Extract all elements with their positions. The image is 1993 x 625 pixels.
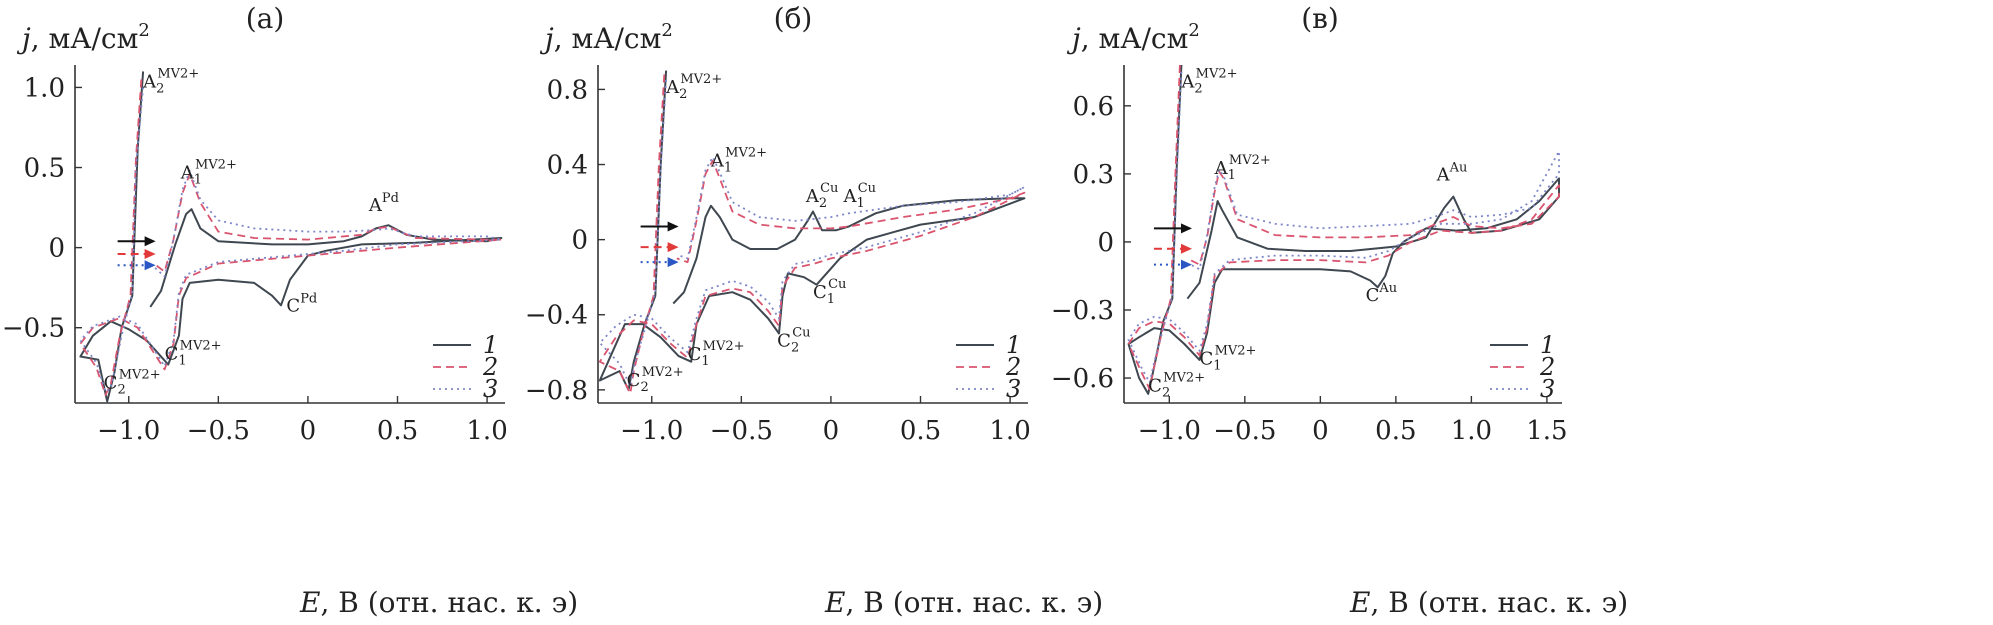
- y-tick-label: 0.6: [1073, 92, 1114, 122]
- y-tick-label: −0.4: [525, 301, 588, 331]
- peak-annotation: C1MV2+: [688, 339, 745, 369]
- series-3-line: [79, 87, 503, 393]
- series-2-line: [79, 79, 503, 396]
- x-tick-label: 0: [300, 416, 317, 446]
- x-tick-label: 1.5: [1526, 416, 1567, 446]
- series-2-line: [1127, 64, 1560, 391]
- legend-label: 3: [1006, 375, 1021, 403]
- x-tick-label: 0.5: [1375, 416, 1416, 446]
- series-1-line: [598, 70, 1026, 391]
- arrow-head-icon: [144, 260, 156, 271]
- y-tick-label: 0.4: [547, 151, 588, 181]
- peak-annotation: A2MV2+: [142, 66, 199, 96]
- peak-annotation: C1MV2+: [165, 339, 222, 369]
- x-tick-label: 0.5: [377, 416, 418, 446]
- peak-annotation: A1MV2+: [710, 145, 767, 175]
- series-1-line: [79, 71, 503, 403]
- x-tick-label: −0.5: [187, 416, 250, 446]
- legend-label: 1: [1006, 331, 1021, 359]
- panel-label: (б): [774, 2, 813, 35]
- x-axis-title: E, В (отн. нас. к. э): [1349, 586, 1628, 619]
- x-axis-title: E, В (отн. нас. к. э): [824, 586, 1103, 619]
- peak-annotation: CPd: [286, 292, 317, 317]
- peak-annotation: C2MV2+: [1148, 371, 1205, 401]
- x-tick-label: −1.0: [1138, 416, 1201, 446]
- y-tick-label: −0.6: [1051, 364, 1114, 394]
- legend-label: 2: [1005, 353, 1021, 381]
- y-axis-title: j, мА/см2: [539, 20, 673, 55]
- peak-annotation: CAu: [1366, 281, 1398, 306]
- legend-label: 1: [1540, 331, 1555, 359]
- peak-annotation: A1Cu: [842, 181, 876, 211]
- peak-annotation: C2MV2+: [627, 365, 684, 395]
- arrow-head-icon: [144, 249, 156, 260]
- x-tick-label: −0.5: [1213, 416, 1276, 446]
- panel-c: −1.0 −0.5 0 0.5 1.0 1.5 −0.6 −0.3 0 0.3 0.6 j, мА/с…: [1051, 2, 1628, 619]
- y-tick-label: 0: [1097, 228, 1114, 258]
- x-tick-label: −1.0: [620, 416, 683, 446]
- x-tick-label: −0.5: [710, 416, 773, 446]
- arrow-head-icon: [144, 236, 156, 247]
- x-tick-label: 1.0: [989, 416, 1030, 446]
- peak-annotation: APd: [368, 191, 399, 216]
- peak-annotation: AAu: [1436, 161, 1468, 186]
- arrow-head-icon: [1180, 223, 1192, 234]
- x-tick-label: 0.5: [900, 416, 941, 446]
- series-2-line: [598, 74, 1026, 395]
- peak-annotation: A1MV2+: [1214, 153, 1271, 183]
- x-tick-label: −1.0: [97, 416, 160, 446]
- y-tick-label: 1.0: [24, 73, 65, 103]
- y-tick-label: −0.5: [2, 314, 65, 344]
- x-axis-title: E, В (отн. нас. к. э): [299, 586, 578, 619]
- peak-annotation: A2MV2+: [1180, 67, 1237, 97]
- y-tick-label: 0: [571, 226, 588, 256]
- peak-annotation: C2Cu: [777, 326, 810, 356]
- peak-annotation: A1MV2+: [180, 158, 237, 188]
- legend-label: 3: [483, 375, 498, 403]
- series-1-line: [1127, 64, 1560, 395]
- y-tick-label: 0.5: [24, 154, 65, 184]
- x-tick-label: 1.0: [1451, 416, 1492, 446]
- panel-label: (в): [1301, 2, 1339, 35]
- panel-label: (а): [246, 2, 285, 35]
- y-axis-title: j, мА/см2: [1066, 20, 1200, 55]
- legend-label: 2: [1539, 353, 1555, 381]
- peak-annotation: C1MV2+: [1200, 343, 1257, 373]
- legend-label: 3: [1540, 375, 1555, 403]
- panel-b: −1.0 −0.5 0 0.5 1.0 −0.8 −0.4 0 0.4 0.8 j, мА/см2 (…: [525, 2, 1103, 619]
- arrow-head-icon: [1180, 243, 1192, 254]
- x-tick-label: 0: [823, 416, 840, 446]
- x-tick-label: 1.0: [466, 416, 507, 446]
- y-tick-label: −0.8: [525, 376, 588, 406]
- y-tick-label: 0: [48, 234, 65, 264]
- peak-annotation: A2Cu: [805, 181, 839, 211]
- y-tick-label: −0.3: [1051, 296, 1114, 326]
- panel-a: −1.0 −0.5 0 0.5 1.0 −0.5 0 0.5 1.0 j, мА/см2 (а) E,…: [2, 2, 578, 619]
- arrow-head-icon: [667, 221, 679, 232]
- peak-annotation: A2MV2+: [665, 72, 722, 102]
- arrow-head-icon: [667, 257, 679, 268]
- y-axis-title: j, мА/см2: [16, 20, 150, 55]
- legend-label: 1: [483, 331, 498, 359]
- arrow-head-icon: [1180, 259, 1192, 270]
- arrow-head-icon: [667, 242, 679, 253]
- y-tick-label: 0.3: [1073, 160, 1114, 190]
- peak-annotation: C1Cu: [813, 277, 846, 307]
- peak-annotation: C2MV2+: [104, 368, 161, 398]
- legend-label: 2: [482, 353, 498, 381]
- series-3-line: [1127, 71, 1560, 384]
- y-tick-label: 0.8: [547, 75, 588, 105]
- x-tick-label: 0: [1312, 416, 1329, 446]
